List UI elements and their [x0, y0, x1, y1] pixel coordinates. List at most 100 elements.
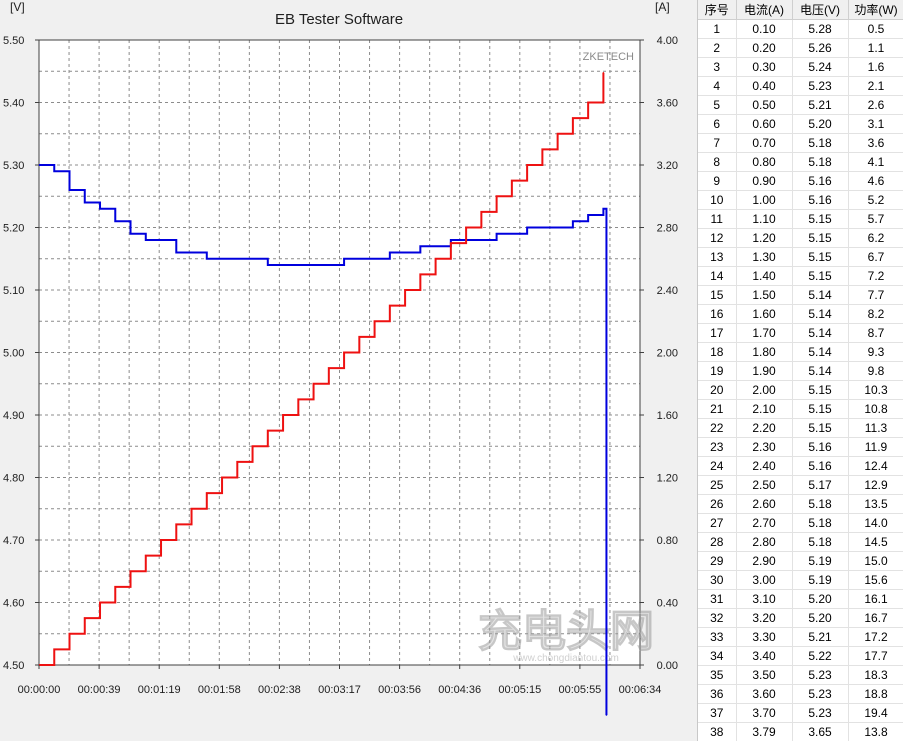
cell-index: 15	[698, 285, 737, 305]
table-row[interactable]: 6 0.60 5.20 3.1	[698, 114, 903, 134]
table-row[interactable]: 10 1.00 5.16 5.2	[698, 190, 903, 210]
table-row[interactable]: 9 0.90 5.16 4.6	[698, 171, 903, 191]
cell-current: 0.40	[736, 76, 793, 96]
table-row[interactable]: 18 1.80 5.14 9.3	[698, 342, 903, 362]
cell-index: 6	[698, 114, 737, 134]
table-row[interactable]: 28 2.80 5.18 14.5	[698, 532, 903, 552]
voltage-point	[605, 207, 608, 210]
y-left-tick-label: 4.70	[3, 535, 24, 547]
table-row[interactable]: 8 0.80 5.18 4.1	[698, 152, 903, 172]
table-row[interactable]: 34 3.40 5.22 17.7	[698, 646, 903, 666]
table-row[interactable]: 22 2.20 5.15 11.3	[698, 418, 903, 438]
y-right-tick-label: 0.80	[657, 535, 678, 547]
table-row[interactable]: 35 3.50 5.23 18.3	[698, 665, 903, 685]
col-header-current[interactable]: 电流(A)	[736, 0, 793, 20]
voltage-point	[434, 245, 437, 248]
chart-title: EB Tester Software	[275, 11, 403, 28]
cell-index: 4	[698, 76, 737, 96]
current-point	[129, 570, 132, 573]
cell-power: 5.2	[848, 190, 903, 210]
table-row[interactable]: 15 1.50 5.14 7.7	[698, 285, 903, 305]
table-row[interactable]: 26 2.60 5.18 13.5	[698, 494, 903, 514]
table-row[interactable]: 38 3.79 3.65 13.8	[698, 722, 903, 741]
x-tick-label: 00:06:34	[619, 684, 662, 696]
table-row[interactable]: 33 3.30 5.21 17.2	[698, 627, 903, 647]
current-point	[83, 617, 86, 619]
table-row[interactable]: 21 2.10 5.15 10.8	[698, 399, 903, 419]
cell-current: 3.50	[736, 665, 793, 685]
voltage-point	[572, 220, 574, 223]
table-row[interactable]: 11 1.10 5.15 5.7	[698, 209, 903, 229]
table-row[interactable]: 27 2.70 5.18 14.0	[698, 513, 903, 533]
voltage-point	[373, 257, 376, 260]
cell-current: 2.60	[736, 494, 793, 514]
cell-voltage: 5.23	[792, 665, 849, 685]
voltage-point	[53, 170, 56, 173]
table-row[interactable]: 19 1.90 5.14 9.8	[698, 361, 903, 381]
cell-index: 1	[698, 19, 737, 39]
table-row[interactable]: 20 2.00 5.15 10.3	[698, 380, 903, 400]
current-point	[205, 492, 208, 494]
cell-index: 35	[698, 665, 737, 685]
table-row[interactable]: 1 0.10 5.28 0.5	[698, 19, 903, 39]
table-row[interactable]: 30 3.00 5.19 15.6	[698, 570, 903, 590]
cell-current: 0.80	[736, 152, 793, 172]
y-left-tick-label: 4.90	[3, 410, 24, 422]
col-header-power[interactable]: 功率(W)	[848, 0, 903, 20]
table-row[interactable]: 12 1.20 5.15 6.2	[698, 228, 903, 248]
table-row[interactable]: 5 0.50 5.21 2.6	[698, 95, 903, 115]
table-row[interactable]: 7 0.70 5.18 3.6	[698, 133, 903, 153]
current-point	[404, 289, 406, 291]
cell-current: 3.10	[736, 589, 793, 609]
current-point	[282, 414, 284, 416]
table-row[interactable]: 14 1.40 5.15 7.2	[698, 266, 903, 286]
current-point	[312, 382, 315, 385]
table-row[interactable]: 16 1.60 5.14 8.2	[698, 304, 903, 324]
cell-index: 37	[698, 703, 737, 723]
table-row[interactable]: 32 3.20 5.20 16.7	[698, 608, 903, 628]
cell-voltage: 5.15	[792, 418, 849, 438]
table-row[interactable]: 25 2.50 5.17 12.9	[698, 475, 903, 495]
current-point	[572, 117, 574, 119]
table-row[interactable]: 3 0.30 5.24 1.6	[698, 57, 903, 77]
y-left-unit: [V]	[10, 0, 25, 14]
table-row[interactable]: 36 3.60 5.23 18.8	[698, 684, 903, 704]
y-left-tick-label: 5.10	[3, 285, 24, 297]
current-point	[297, 398, 300, 401]
cell-voltage: 5.22	[792, 646, 849, 666]
cell-index: 9	[698, 171, 737, 191]
current-point	[495, 195, 498, 198]
cell-index: 21	[698, 399, 737, 419]
table-row[interactable]: 13 1.30 5.15 6.7	[698, 247, 903, 267]
current-point	[144, 554, 147, 557]
cell-index: 10	[698, 190, 737, 210]
y-right-tick-label: 1.20	[657, 473, 678, 485]
y-left-tick-label: 5.50	[3, 35, 24, 47]
voltage-point	[297, 264, 300, 266]
table-row[interactable]: 24 2.40 5.16 12.4	[698, 456, 903, 476]
table-row[interactable]: 29 2.90 5.19 15.0	[698, 551, 903, 571]
col-header-voltage[interactable]: 电压(V)	[792, 0, 849, 20]
voltage-point	[556, 226, 559, 229]
current-point	[465, 226, 467, 229]
cell-index: 29	[698, 551, 737, 571]
table-row[interactable]: 31 3.10 5.20 16.1	[698, 589, 903, 609]
col-header-index[interactable]: 序号	[698, 0, 737, 20]
current-point	[251, 445, 254, 448]
voltage-point	[114, 220, 117, 223]
cell-index: 11	[698, 209, 737, 229]
voltage-point	[602, 207, 605, 210]
cell-voltage: 5.14	[792, 304, 849, 324]
table-row[interactable]: 23 2.30 5.16 11.9	[698, 437, 903, 457]
cell-index: 24	[698, 456, 737, 476]
table-row[interactable]: 17 1.70 5.14 8.7	[698, 323, 903, 343]
cell-power: 7.2	[848, 266, 903, 286]
cell-voltage: 5.15	[792, 399, 849, 419]
cell-power: 1.1	[848, 38, 903, 58]
voltage-point	[190, 251, 193, 254]
table-row[interactable]: 2 0.20 5.26 1.1	[698, 38, 903, 58]
cell-current: 0.50	[736, 95, 793, 115]
table-row[interactable]: 37 3.70 5.23 19.4	[698, 703, 903, 723]
table-row[interactable]: 4 0.40 5.23 2.1	[698, 76, 903, 96]
table-header-row: 序号 电流(A) 电压(V) 功率(W)	[698, 0, 903, 20]
